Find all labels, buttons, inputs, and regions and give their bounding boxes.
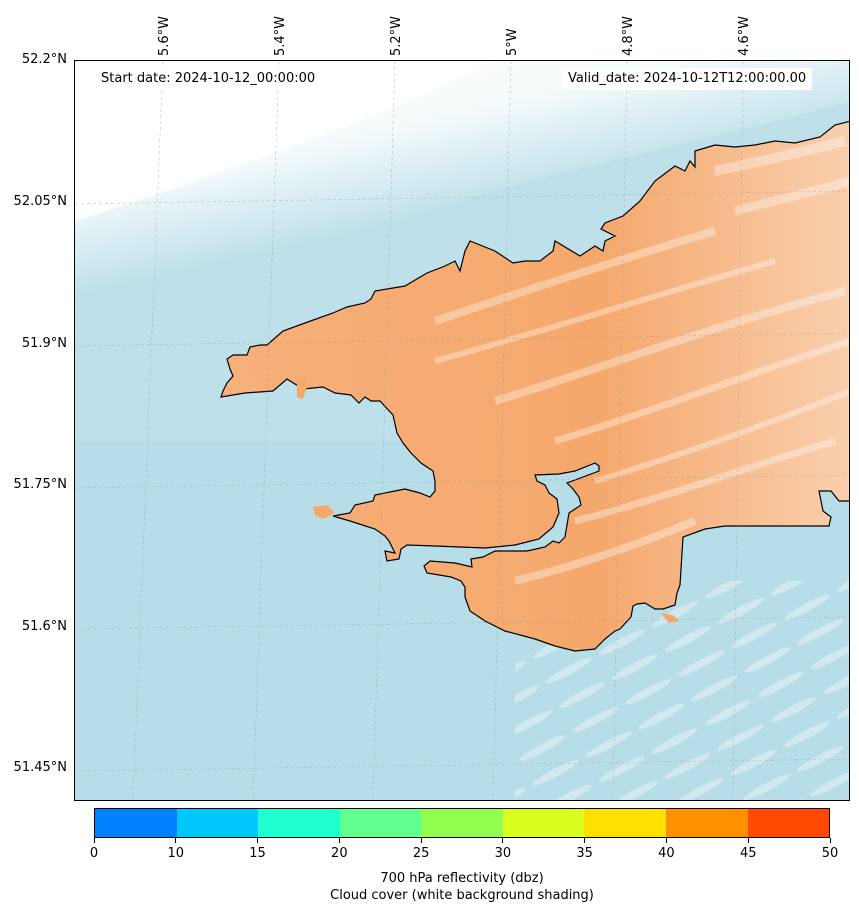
start-date-label: Start date: 2024-10-12_00:00:00 — [95, 68, 322, 90]
colorbar-tickmark — [502, 838, 504, 843]
colorbar-tickmark — [829, 838, 831, 843]
colorbar-tick-label: 15 — [249, 846, 266, 861]
lat-label-51-45n: 51.45°N — [13, 760, 67, 775]
colorbar-tick-label: 50 — [821, 846, 839, 861]
lon-label-5-2w: 5.2°W — [389, 15, 404, 56]
colorbar-tickmark — [175, 838, 177, 843]
valid-date-label: Valid_date: 2024-10-12T12:00:00.00 — [562, 68, 813, 90]
colorbar-segment-6 — [584, 809, 666, 837]
colorbar-tick-label: 0 — [89, 846, 99, 861]
colorbar-tickmark — [420, 838, 422, 843]
lon-label-4-8w: 4.8°W — [621, 15, 636, 56]
colorbar-segment-5 — [502, 809, 585, 837]
lon-label-5-6w: 5.6°W — [157, 15, 172, 56]
graticule — [75, 61, 849, 800]
colorbar-tick-label: 45 — [739, 846, 757, 861]
colorbar-segment-3 — [339, 809, 422, 837]
colorbar-tickmark — [747, 838, 749, 843]
colorbar-tickmark — [93, 838, 95, 843]
colorbar — [94, 808, 830, 838]
lon-label-5w: 5°W — [505, 28, 520, 56]
colorbar-label: 700 hPa reflectivity (dbz) — [380, 871, 544, 886]
colorbar-segment-7 — [665, 809, 748, 837]
colorbar-tick-label: 30 — [494, 846, 512, 861]
map-canvas — [75, 61, 849, 800]
colorbar-segment-8 — [747, 809, 830, 837]
island-ramsey — [297, 377, 307, 399]
lat-label-51-9n: 51.9°N — [21, 336, 67, 351]
colorbar-tick-label: 40 — [658, 846, 675, 861]
lat-label-51-75n: 51.75°N — [13, 477, 67, 492]
colorbar-segment-2 — [258, 809, 340, 837]
colorbar-segment-1 — [176, 809, 259, 837]
colorbar-tickmark — [257, 838, 259, 843]
lat-label-52-2n: 52.2°N — [21, 52, 67, 67]
lat-label-52-05n: 52.05°N — [13, 194, 67, 209]
colorbar-tickmark — [584, 838, 586, 843]
island-skomer — [313, 505, 335, 519]
colorbar-tick-label: 10 — [167, 846, 185, 861]
lon-label-4-6w: 4.6°W — [737, 15, 752, 56]
island-caldey — [661, 613, 679, 623]
colorbar-tickmark — [338, 838, 340, 843]
colorbar-tick-label: 35 — [576, 846, 593, 861]
colorbar-tickmark — [665, 838, 667, 843]
lat-label-51-6n: 51.6°N — [21, 619, 67, 634]
colorbar-sublabel: Cloud cover (white background shading) — [330, 888, 594, 903]
colorbar-segment-4 — [421, 809, 503, 837]
land-mass-pembrokeshire — [220, 120, 849, 652]
reflectivity-streaks-land — [433, 136, 849, 585]
colorbar-segment-0 — [95, 809, 177, 837]
lon-label-5-4w: 5.4°W — [273, 15, 288, 56]
colorbar-tick-label: 25 — [412, 846, 430, 861]
map-panel[interactable] — [74, 60, 850, 801]
colorbar-tick-label: 20 — [331, 846, 348, 861]
